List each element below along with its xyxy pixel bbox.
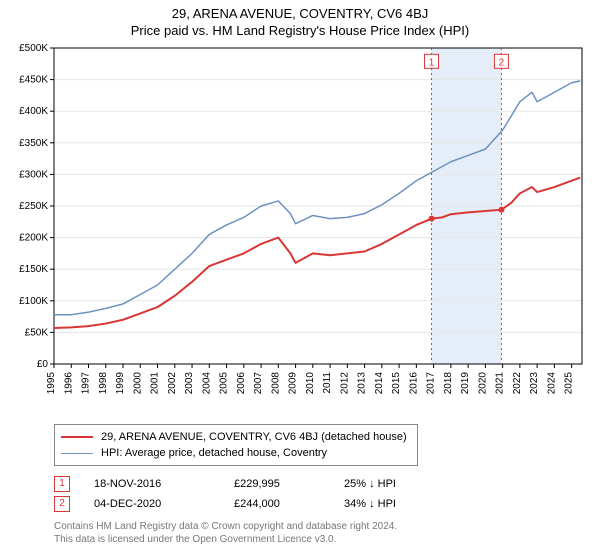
transaction-row: 1 18-NOV-2016£229,99525% ↓ HPI [54,474,600,494]
svg-text:2007: 2007 [253,372,264,395]
svg-text:2024: 2024 [546,372,557,395]
price-chart: £0 £50K £100K £150K £200K £250K £300K £350K £400… [10,44,590,414]
svg-text:2016: 2016 [408,372,419,395]
svg-text:1: 1 [429,57,435,68]
legend-swatch [61,436,93,438]
svg-text:1997: 1997 [81,372,92,395]
svg-text:2017: 2017 [426,372,437,395]
transaction-date: 04-DEC-2020 [94,494,234,514]
svg-text:£150K: £150K [19,264,48,275]
svg-text:2005: 2005 [219,372,230,395]
transaction-date: 18-NOV-2016 [94,474,234,494]
legend-item: 29, ARENA AVENUE, COVENTRY, CV6 4BJ (det… [61,429,407,445]
page-title: 29, ARENA AVENUE, COVENTRY, CV6 4BJ [0,0,600,21]
svg-text:2002: 2002 [167,372,178,395]
svg-text:2011: 2011 [322,372,333,394]
svg-text:2023: 2023 [529,372,540,395]
svg-text:2008: 2008 [270,372,281,395]
transaction-row: 2 04-DEC-2020£244,00034% ↓ HPI [54,494,600,514]
svg-text:2019: 2019 [460,372,471,395]
svg-text:£50K: £50K [25,327,49,338]
svg-text:2010: 2010 [305,372,316,395]
svg-text:2000: 2000 [132,372,143,395]
svg-text:£450K: £450K [19,75,48,86]
svg-text:2018: 2018 [443,372,454,395]
transaction-marker: 1 [54,476,70,492]
svg-text:2009: 2009 [288,372,299,395]
svg-text:1995: 1995 [46,372,57,395]
transaction-delta: 25% ↓ HPI [344,474,464,494]
legend-label: HPI: Average price, detached house, Cove… [101,445,327,461]
credit-line-1: Contains HM Land Registry data © Crown c… [54,520,600,533]
svg-text:£0: £0 [37,359,49,370]
transaction-price: £244,000 [234,494,344,514]
svg-text:2013: 2013 [357,372,368,395]
svg-text:1998: 1998 [98,372,109,395]
svg-text:2001: 2001 [150,372,161,395]
svg-text:2006: 2006 [236,372,247,395]
svg-text:2: 2 [499,57,505,68]
legend-label: 29, ARENA AVENUE, COVENTRY, CV6 4BJ (det… [101,429,407,445]
transactions-table: 1 18-NOV-2016£229,99525% ↓ HPI 2 04-DEC-202… [54,474,600,514]
svg-text:£400K: £400K [19,106,48,117]
svg-text:2022: 2022 [512,372,523,395]
svg-text:2012: 2012 [339,372,350,395]
svg-text:2014: 2014 [374,372,385,395]
svg-text:2004: 2004 [201,372,212,395]
legend-swatch [61,453,93,454]
page-subtitle: Price paid vs. HM Land Registry's House … [0,21,600,44]
svg-text:2015: 2015 [391,372,402,395]
svg-text:£300K: £300K [19,169,48,180]
legend: 29, ARENA AVENUE, COVENTRY, CV6 4BJ (det… [54,424,418,466]
transaction-price: £229,995 [234,474,344,494]
svg-text:£200K: £200K [19,233,48,244]
credits: Contains HM Land Registry data © Crown c… [54,520,600,546]
svg-text:1996: 1996 [63,372,74,395]
svg-text:£100K: £100K [19,296,48,307]
svg-text:£500K: £500K [19,44,48,54]
svg-text:£250K: £250K [19,201,48,212]
transaction-delta: 34% ↓ HPI [344,494,464,514]
svg-text:2003: 2003 [184,372,195,395]
svg-text:2021: 2021 [495,372,506,395]
svg-text:£350K: £350K [19,138,48,149]
svg-text:2025: 2025 [564,372,575,395]
legend-item: HPI: Average price, detached house, Cove… [61,445,407,461]
svg-text:2020: 2020 [477,372,488,395]
svg-text:1999: 1999 [115,372,126,395]
credit-line-2: This data is licensed under the Open Gov… [54,533,600,546]
transaction-marker: 2 [54,496,70,512]
